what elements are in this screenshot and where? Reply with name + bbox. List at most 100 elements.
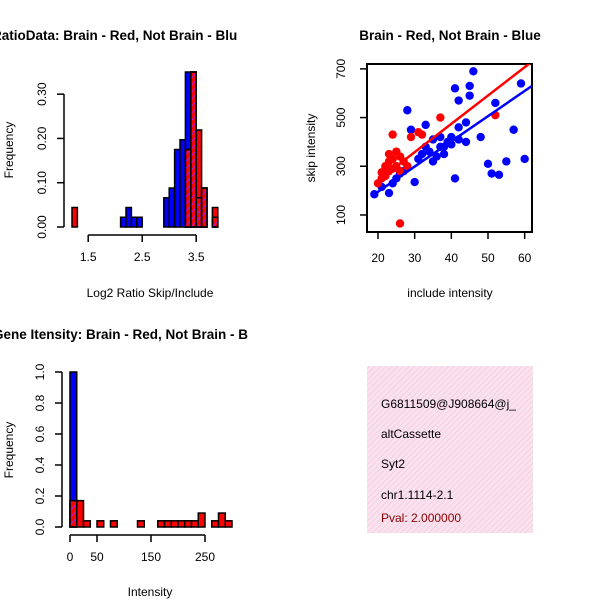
scatter-point-brain-19 (417, 130, 427, 139)
intensity-hist-bar-brain-5 (136, 520, 145, 528)
scatter-point-brain-16 (403, 162, 412, 171)
scatter-plot-box (366, 63, 533, 233)
intensity-y-label: Frequency (2, 422, 16, 479)
intensity-hist-bar-brain-8 (170, 520, 179, 528)
scatter-y-label: skip intensity (304, 114, 318, 183)
ratio-hist-bar-notbrain-4 (163, 197, 170, 228)
intensity-hist-bar-overlap-0 (69, 499, 78, 528)
scatter-point-brain-17 (406, 132, 416, 142)
scatter-x-tick-label-0: 20 (371, 251, 385, 265)
ratio-hist-x-tick-label-1: 2.5 (134, 250, 151, 264)
scatter-x-axis: 20 30 40 50 60 (371, 232, 532, 265)
scatter-point-notbrain-30 (461, 137, 471, 147)
scatter-point-notbrain-29 (454, 96, 463, 105)
scatter-point-brain-22 (395, 219, 405, 228)
ratio-hist-y-tick-label-3: 0.30 (35, 82, 49, 106)
scatter-point-notbrain-41 (516, 79, 526, 88)
scatter-point-notbrain-2 (384, 188, 394, 198)
scatter-y-tick-label-3: 700 (334, 59, 348, 79)
scatter-fit-line-brain (373, 64, 531, 185)
info-hatch (367, 366, 533, 533)
ratio-x-label: Log2 Ratio Skip/Include (87, 286, 214, 300)
scatter-point-notbrain-11 (417, 149, 427, 159)
ratio-y-axis: 0.00 0.10 0.20 0.30 (35, 82, 65, 239)
info-probe-id: G6811509@J908664@j_ (381, 397, 516, 411)
intensity-hist-y-tick-label-0: 0.0 (33, 518, 47, 535)
ratio-hist-bar-notbrain-3 (136, 216, 143, 228)
scatter-point-notbrain-38 (494, 170, 504, 179)
intensity-hist-bar-brain-15 (224, 520, 233, 528)
ratio-hist-bar-overlap-2 (190, 71, 197, 228)
ratio-histogram-panel: RatioData: Brain - Red, Not Brain - Blu … (0, 28, 237, 300)
info-location: chr1.1114-2.1 (381, 488, 454, 502)
scatter-y-axis: 100 300 500 700 (334, 59, 367, 225)
scatter-point-notbrain-31 (461, 118, 471, 127)
ratio-hist-bar-notbrain-0 (119, 216, 127, 228)
scatter-point-notbrain-40 (509, 125, 518, 134)
intensity-histogram-panel: Gene Itensity: Brain - Red, Not Brain - … (0, 327, 248, 599)
ratio-hist-x-tick-label-2: 3.5 (188, 250, 205, 264)
scatter-y-tick-label-0: 100 (334, 205, 348, 225)
ratio-chart-title: RatioData: Brain - Red, Not Brain - Blu (0, 28, 237, 43)
info-pval: Pval: 2.000000 (381, 511, 461, 525)
scatter-point-brain-10 (388, 130, 397, 139)
ratio-hist-bar-overlap-3 (195, 197, 203, 228)
scatter-point-notbrain-37 (491, 98, 500, 108)
scatter-point-notbrain-25 (450, 174, 460, 183)
ratio-hist-bar-notbrain-7 (179, 139, 187, 228)
ratio-hist-x-tick-label-0: 1.5 (80, 250, 97, 264)
ratio-hist-bar-overlap-1 (184, 148, 192, 228)
intensity-hist-y-tick-label-1: 0.2 (33, 487, 47, 504)
info-gene-name: Syt2 (381, 457, 405, 471)
intensity-hist-bar-brain-4 (109, 520, 118, 528)
intensity-hist-bar-brain-10 (184, 520, 193, 528)
scatter-point-notbrain-43 (476, 132, 485, 142)
scatter-point-notbrain-35 (483, 159, 493, 169)
info-panel: G6811509@J908664@j_ altCassette Syt2 chr… (367, 366, 533, 533)
intensity-hist-x-tick-label-3: 250 (195, 550, 215, 564)
scatter-x-tick-label-3: 50 (481, 251, 495, 265)
ratio-x-axis: 1.5 2.5 3.5 (80, 234, 205, 264)
scatter-point-notbrain-36 (487, 169, 496, 178)
scatter-point-notbrain-8 (406, 125, 416, 134)
scatter-x-label: include intensity (407, 286, 492, 300)
ratio-hist-y-tick-label-0: 0.00 (35, 215, 49, 239)
info-event-type: altCassette (381, 427, 441, 441)
scatter-panel: Brain - Red, Not Brain - Blue 20 30 40 50 60… (304, 28, 541, 300)
ratio-hist-bar-notbrain-5 (168, 187, 176, 228)
scatter-x-tick-label-1: 30 (408, 251, 422, 265)
scatter-point-notbrain-39 (502, 157, 511, 166)
intensity-hist-bar-brain-14 (217, 512, 226, 528)
intensity-hist-x-tick-label-2: 150 (141, 550, 161, 564)
ratio-y-label: Frequency (2, 122, 16, 179)
scatter-point-brain-20 (436, 113, 445, 122)
intensity-hist-y-tick-label-4: 0.8 (33, 394, 47, 411)
intensity-bars (69, 371, 233, 528)
scatter-point-notbrain-33 (465, 81, 474, 91)
ratio-hist-bar-notbrain-6 (173, 148, 181, 228)
intensity-hist-y-tick-label-2: 0.4 (33, 456, 47, 473)
scatter-fit-line-notbrain (373, 84, 532, 196)
intensity-x-axis: 0 50 150 250 (67, 534, 215, 564)
intensity-hist-y-tick-label-5: 1.0 (33, 363, 47, 380)
intensity-hist-bar-brain-6 (157, 520, 166, 528)
intensity-y-axis: 0.0 0.2 0.4 0.6 0.8 1.0 (33, 363, 63, 535)
scatter-point-notbrain-17 (432, 152, 441, 161)
scatter-point-notbrain-28 (454, 123, 463, 132)
ratio-hist-y-tick-label-2: 0.20 (35, 126, 49, 150)
scatter-x-tick-label-4: 60 (518, 251, 532, 265)
intensity-hist-bar-brain-7 (163, 520, 172, 528)
scatter-point-brain-13 (395, 166, 405, 176)
scatter-point-notbrain-9 (410, 177, 419, 187)
ratio-hist-y-tick-label-1: 0.10 (35, 171, 49, 195)
scatter-point-notbrain-42 (520, 154, 529, 164)
intensity-hist-bar-brain-11 (190, 520, 199, 528)
ratio-hist-bar-notbrain-1 (125, 206, 133, 228)
intensity-hist-bar-brain-2 (82, 520, 91, 528)
scatter-y-tick-label-1: 300 (334, 156, 348, 176)
ratio-hist-bar-brain-0 (71, 206, 79, 228)
intensity-x-label: Intensity (128, 585, 173, 599)
intensity-chart-title: Gene Itensity: Brain - Red, Not Brain - … (0, 327, 248, 342)
intensity-hist-x-tick-label-0: 0 (67, 550, 74, 564)
